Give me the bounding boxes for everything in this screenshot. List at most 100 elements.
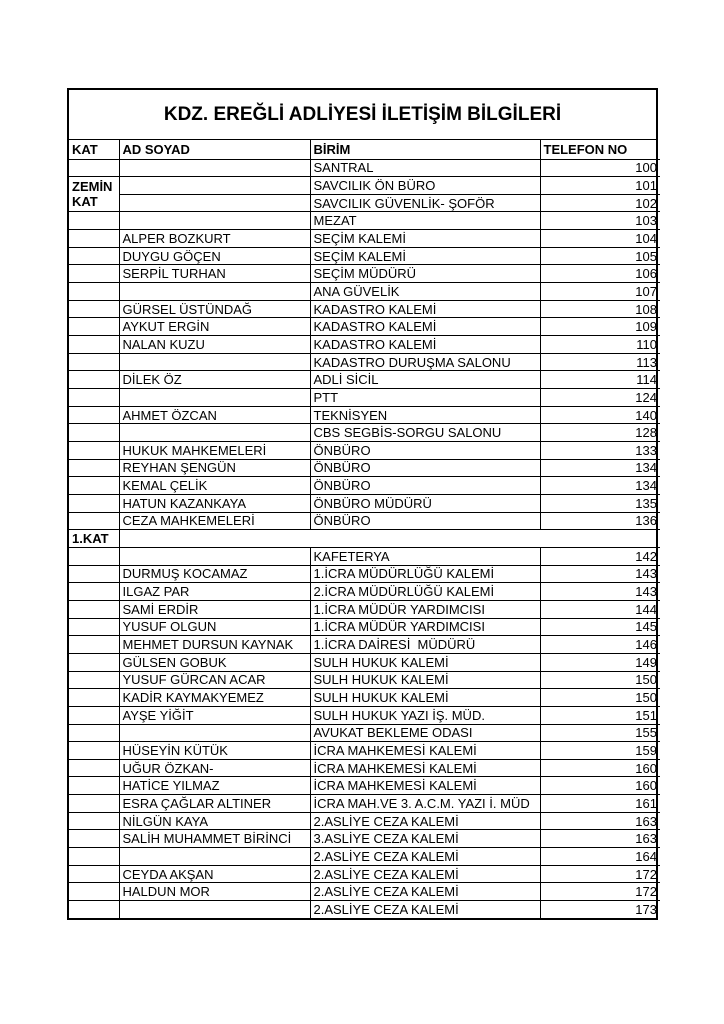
cell-phone: 146 — [539, 635, 660, 654]
cell-name: YUSUF OLGUN — [118, 617, 311, 637]
cell-unit: SANTRAL — [309, 158, 541, 178]
table-row: HALDUN MOR 2.ASLİYE CEZA KALEMİ 172 — [69, 882, 660, 902]
cell-name: KADİR KAYMAKYEMEZ — [118, 688, 311, 707]
cell-unit: 2.İCRA MÜDÜRLÜĞÜ KALEMİ — [309, 582, 541, 601]
cell-phone: 155 — [539, 723, 660, 743]
cell-phone: 108 — [539, 299, 660, 319]
cell-kat: 1.KAT — [69, 529, 120, 548]
cell-kat — [69, 670, 120, 690]
cell-name — [118, 546, 311, 566]
cell-phone: 109 — [539, 317, 660, 337]
cell-unit: SEÇİM KALEMİ — [309, 229, 541, 248]
cell-phone: 150 — [539, 688, 660, 707]
cell-name: ALPER BOZKURT — [118, 229, 311, 248]
cell-name: NİLGÜN KAYA — [118, 811, 311, 831]
cell-unit: SULH HUKUK KALEMİ — [309, 670, 541, 690]
table-row: DİLEK ÖZ ADLİ SİCİL 114 — [69, 370, 660, 390]
cell-name: SAMİ ERDİR — [118, 599, 311, 619]
cell-unit: 2.ASLİYE CEZA KALEMİ — [309, 864, 541, 884]
cell-name — [118, 211, 311, 231]
cell-phone: 134 — [539, 458, 660, 478]
cell-unit: İCRA MAH.VE 3. A.C.M. YAZI İ. MÜD — [309, 794, 541, 813]
cell-name — [118, 282, 311, 301]
table-row: GÜLSEN GOBUK SULH HUKUK KALEMİ 149 — [69, 652, 660, 672]
cell-kat — [69, 370, 120, 390]
cell-unit: ÖNBÜRO — [309, 441, 541, 460]
table-row: HATUN KAZANKAYA ÖNBÜRO MÜDÜRÜ 135 — [69, 493, 660, 513]
cell-name: AYKUT ERGİN — [118, 317, 311, 337]
table-row: HUKUK MAHKEMELERİ ÖNBÜRO 133 — [69, 441, 660, 460]
cell-phone: 106 — [539, 264, 660, 284]
cell-kat — [69, 652, 120, 672]
cell-phone: 172 — [539, 864, 660, 884]
table-row: DUYGU GÖÇEN SEÇİM KALEMİ 105 — [69, 246, 660, 266]
table-row: SERPİL TURHAN SEÇİM MÜDÜRÜ 106 — [69, 264, 660, 284]
cell-unit: 1.İCRA MÜDÜRLÜĞÜ KALEMİ — [309, 564, 541, 584]
document-title: KDZ. EREĞLİ ADLİYESİ İLETİŞİM BİLGİLERİ — [69, 90, 656, 140]
cell-name: GÜRSEL ÜSTÜNDAĞ — [118, 299, 311, 319]
cell-unit: 1.İCRA MÜDÜR YARDIMCISI — [309, 599, 541, 619]
column-header-ad-soyad: AD SOYAD — [118, 140, 311, 160]
cell-kat — [69, 564, 120, 584]
cell-phone: 128 — [539, 423, 660, 442]
cell-unit: SULH HUKUK KALEMİ — [309, 688, 541, 707]
cell-name: DURMUŞ KOCAMAZ — [118, 564, 311, 584]
cell-unit: İCRA MAHKEMESİ KALEMİ — [309, 758, 541, 778]
cell-unit: 2.ASLİYE CEZA KALEMİ — [309, 847, 541, 866]
table-row: MEHMET DURSUN KAYNAK 1.İCRA DAİRESİ MÜDÜR… — [69, 635, 660, 654]
cell-kat — [69, 864, 120, 884]
cell-phone: 149 — [539, 652, 660, 672]
cell-kat — [69, 405, 120, 425]
table-row: KAFETERYA 142 — [69, 546, 660, 566]
cell-name: DUYGU GÖÇEN — [118, 246, 311, 266]
cell-kat — [69, 776, 120, 796]
table-row: NİLGÜN KAYA 2.ASLİYE CEZA KALEMİ 163 — [69, 811, 660, 831]
cell-unit: ÖNBÜRO MÜDÜRÜ — [309, 493, 541, 513]
cell-kat — [69, 352, 120, 372]
table-row: ANA GÜVELİK 107 — [69, 282, 660, 301]
table-row: SANTRAL 100 — [69, 158, 660, 178]
cell-kat — [69, 900, 120, 919]
cell-kat — [69, 758, 120, 778]
cell-unit: 1.İCRA DAİRESİ MÜDÜRÜ — [309, 635, 541, 654]
cell-name: HALDUN MOR — [118, 882, 311, 902]
cell-name: CEYDA AKŞAN — [118, 864, 311, 884]
cell-unit: ADLİ SİCİL — [309, 370, 541, 390]
cell-name: HATUN KAZANKAYA — [118, 493, 311, 513]
cell-unit: MEZAT — [309, 211, 541, 231]
cell-name: SALİH MUHAMMET BİRİNCİ — [118, 829, 311, 849]
table-row: HATİCE YILMAZ İCRA MAHKEMESİ KALEMİ 160 — [69, 776, 660, 796]
cell-name — [118, 388, 311, 407]
table-row: UĞUR ÖZKAN- İCRA MAHKEMESİ KALEMİ 160 — [69, 758, 660, 778]
cell-kat — [69, 847, 120, 866]
cell-phone: 160 — [539, 758, 660, 778]
cell-kat — [69, 282, 120, 301]
cell-name: SERPİL TURHAN — [118, 264, 311, 284]
cell-name: REYHAN ŞENGÜN — [118, 458, 311, 478]
table-row: CBS SEGBİS-SORGU SALONU 128 — [69, 423, 660, 442]
table-row: KEMAL ÇELİK ÖNBÜRO 134 — [69, 476, 660, 495]
cell-phone: 136 — [539, 511, 660, 531]
cell-phone: 143 — [539, 582, 660, 601]
cell-unit: SULH HUKUK KALEMİ — [309, 652, 541, 672]
cell-phone: 102 — [539, 193, 660, 213]
section-row: 1.KAT — [69, 529, 660, 548]
table-row: HÜSEYİN KÜTÜK İCRA MAHKEMESİ KALEMİ 159 — [69, 741, 660, 760]
cell-kat — [69, 582, 120, 601]
cell-kat — [69, 882, 120, 902]
cell-unit: SEÇİM KALEMİ — [309, 246, 541, 266]
cell-kat — [69, 829, 120, 849]
table-row: KADASTRO DURUŞMA SALONU 113 — [69, 352, 660, 372]
cell-phone: 163 — [539, 811, 660, 831]
cell-phone: 133 — [539, 441, 660, 460]
cell-phone: 143 — [539, 564, 660, 584]
cell-name: AYŞE YİĞİT — [118, 705, 311, 725]
table-row: CEZA MAHKEMELERİ ÖNBÜRO 136 — [69, 511, 660, 531]
cell-name: ESRA ÇAĞLAR ALTINER — [118, 794, 311, 813]
table-row: ILGAZ PAR 2.İCRA MÜDÜRLÜĞÜ KALEMİ 143 — [69, 582, 660, 601]
cell-kat — [69, 441, 120, 460]
cell-name: GÜLSEN GOBUK — [118, 652, 311, 672]
cell-unit: İCRA MAHKEMESİ KALEMİ — [309, 741, 541, 760]
table-row: YUSUF GÜRCAN ACAR SULH HUKUK KALEMİ 150 — [69, 670, 660, 690]
cell-name: KEMAL ÇELİK — [118, 476, 311, 495]
